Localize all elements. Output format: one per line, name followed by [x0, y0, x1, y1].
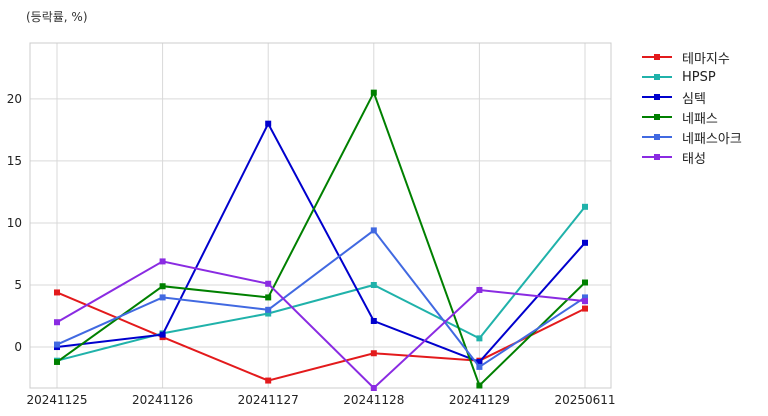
- data-point: [265, 377, 272, 384]
- y-tick-label: 10: [7, 216, 22, 230]
- data-point: [370, 227, 377, 234]
- x-tick-label: 20241126: [132, 393, 193, 407]
- y-axis-label: (등락률, %): [26, 10, 88, 24]
- legend-item: 네패스: [642, 107, 742, 127]
- legend-swatch: [642, 72, 672, 82]
- legend-label: 네패스아크: [682, 131, 742, 147]
- legend-item: 태성: [642, 147, 742, 167]
- data-point: [265, 120, 272, 127]
- data-point: [476, 382, 483, 389]
- x-tick-label: 20241129: [449, 393, 510, 407]
- x-tick-label: 20250611: [554, 393, 615, 407]
- data-point: [582, 239, 588, 246]
- data-point: [476, 358, 483, 365]
- legend-item: 테마지수: [642, 47, 742, 67]
- data-point: [159, 294, 166, 301]
- data-point: [370, 89, 377, 96]
- data-point: [370, 350, 377, 357]
- legend-label: 네패스: [682, 111, 718, 127]
- legend-swatch: [642, 132, 672, 142]
- legend-label: HPSP: [682, 69, 716, 85]
- legend-label: 테마지수: [682, 51, 730, 67]
- series-6: [54, 258, 588, 391]
- data-point: [582, 279, 588, 286]
- series-2: [54, 203, 588, 364]
- y-tick-label: 0: [14, 340, 22, 354]
- data-point: [370, 317, 377, 324]
- data-point: [476, 286, 483, 293]
- plot-frame: [29, 42, 612, 389]
- data-point: [476, 363, 483, 370]
- data-point: [476, 335, 483, 342]
- data-point: [265, 306, 272, 313]
- x-tick-label: 20241127: [238, 393, 299, 407]
- data-point: [582, 294, 588, 301]
- y-tick-label: 20: [7, 92, 22, 106]
- series-4: [54, 89, 588, 389]
- series-line: [56, 206, 586, 362]
- legend-label: 태성: [682, 151, 706, 167]
- series-5: [54, 227, 588, 370]
- series-3: [54, 120, 588, 365]
- data-point: [582, 305, 588, 312]
- data-point: [159, 331, 166, 338]
- legend-label: 심텍: [682, 91, 706, 107]
- data-point: [265, 280, 272, 287]
- data-point: [370, 281, 377, 288]
- x-tick-label: 20241128: [343, 393, 404, 407]
- legend-swatch: [642, 52, 672, 62]
- data-point: [54, 319, 60, 326]
- data-point: [265, 310, 272, 317]
- data-point: [54, 341, 60, 348]
- legend-item: 네패스아크: [642, 127, 742, 147]
- data-point: [54, 289, 60, 296]
- y-tick-label: 5: [14, 278, 22, 292]
- legend-swatch: [642, 152, 672, 162]
- series-line: [56, 260, 586, 390]
- legend-item: HPSP: [642, 67, 742, 87]
- series-line: [56, 229, 586, 369]
- series-line: [56, 121, 586, 364]
- data-point: [159, 283, 166, 290]
- data-point: [582, 203, 588, 210]
- data-point: [582, 298, 588, 305]
- series-line: [56, 291, 586, 382]
- legend-swatch: [642, 112, 672, 122]
- legend-swatch: [642, 92, 672, 102]
- data-point: [54, 358, 60, 365]
- data-point: [159, 258, 166, 265]
- data-point: [370, 385, 377, 391]
- data-point: [265, 294, 272, 301]
- series-line: [56, 90, 586, 388]
- y-tick-label: 15: [7, 154, 22, 168]
- legend-item: 심텍: [642, 87, 742, 107]
- x-tick-label: 20241125: [26, 393, 87, 407]
